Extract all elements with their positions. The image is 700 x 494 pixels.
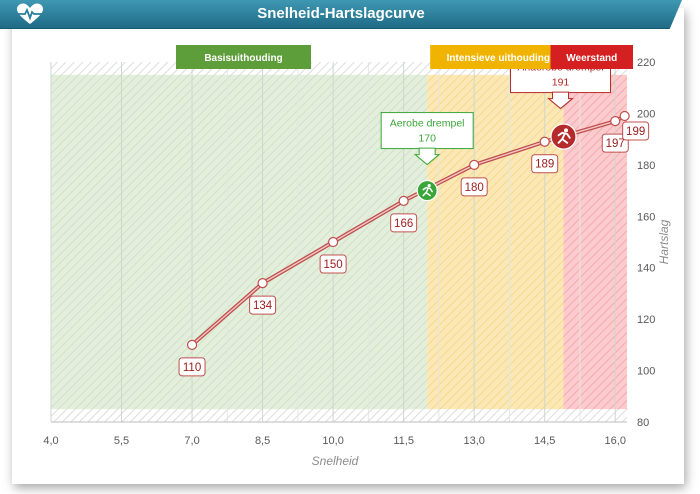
- x-tick-label: 14,5: [534, 435, 555, 447]
- x-tick-label: 13,0: [463, 435, 484, 447]
- data-label: 166: [394, 218, 413, 230]
- data-point: [398, 195, 409, 206]
- threshold-arrow: [413, 147, 441, 166]
- x-axis-title: Snelheid: [312, 454, 359, 468]
- y-tick-label: 180: [637, 160, 655, 172]
- y-tick-label: 80: [637, 417, 649, 429]
- data-label: 110: [183, 362, 201, 374]
- x-tick-label: 10,0: [322, 435, 343, 447]
- data-label-box: [622, 121, 650, 141]
- y-tick-label: 100: [637, 366, 655, 378]
- y-tick-label: 160: [637, 211, 655, 223]
- data-label-box: [319, 254, 347, 274]
- runner-icon: [416, 179, 438, 202]
- svg-text:Weerstand: Weerstand: [566, 53, 617, 64]
- data-point: [619, 110, 630, 122]
- data-label: 134: [253, 300, 273, 312]
- y-axis-title: Hartslag: [657, 219, 671, 264]
- data-label-box: [249, 295, 277, 315]
- x-tick-label: 8,5: [255, 435, 270, 447]
- series-line-inner: [191, 115, 625, 346]
- chart-title: Snelheid-Hartslagcurve: [257, 5, 425, 22]
- threshold-callout: [380, 112, 474, 150]
- zone-band: [51, 74, 428, 410]
- y-tick-label: 200: [637, 108, 655, 120]
- data-label-box: [531, 154, 559, 174]
- zone-label: Intensieve uithouding: [430, 45, 567, 69]
- x-tick-label: 16,0: [605, 435, 626, 447]
- data-label: 189: [535, 159, 554, 171]
- data-label-box: [601, 133, 629, 153]
- y-tick-label: 140: [637, 263, 655, 275]
- runner-icon: [550, 123, 577, 150]
- data-point: [539, 136, 550, 147]
- svg-text:Basisuithouding: Basisuithouding: [204, 53, 282, 64]
- data-label: 180: [465, 182, 484, 194]
- x-tick-label: 11,5: [393, 435, 414, 447]
- data-point: [257, 278, 268, 289]
- data-label-box: [390, 213, 418, 233]
- threshold-value: 170: [418, 133, 436, 145]
- x-tick-label: 4,0: [43, 435, 58, 447]
- y-tick-label: 220: [637, 57, 655, 69]
- threshold-arrow: [547, 91, 574, 110]
- data-point: [469, 159, 480, 170]
- data-point: [610, 116, 621, 127]
- threshold-value: 191: [552, 77, 570, 89]
- data-label-box: [460, 177, 488, 197]
- data-point: [328, 236, 339, 248]
- zone-label: Weerstand: [550, 45, 633, 69]
- svg-text:Intensieve uithouding: Intensieve uithouding: [447, 53, 550, 64]
- data-point: [186, 339, 198, 350]
- data-label-box: [178, 357, 206, 377]
- title-bar: [0, 0, 682, 29]
- data-label: 197: [606, 138, 625, 150]
- x-tick-label: 5,5: [114, 435, 129, 447]
- zone-label: Basisuithouding: [176, 45, 311, 69]
- x-tick-label: 7,0: [184, 435, 199, 447]
- threshold-label: Aerobe drempel: [390, 118, 465, 130]
- data-label: 150: [324, 259, 343, 271]
- data-label: 199: [626, 126, 645, 138]
- logo-icon: [17, 3, 43, 24]
- y-tick-label: 120: [637, 314, 655, 326]
